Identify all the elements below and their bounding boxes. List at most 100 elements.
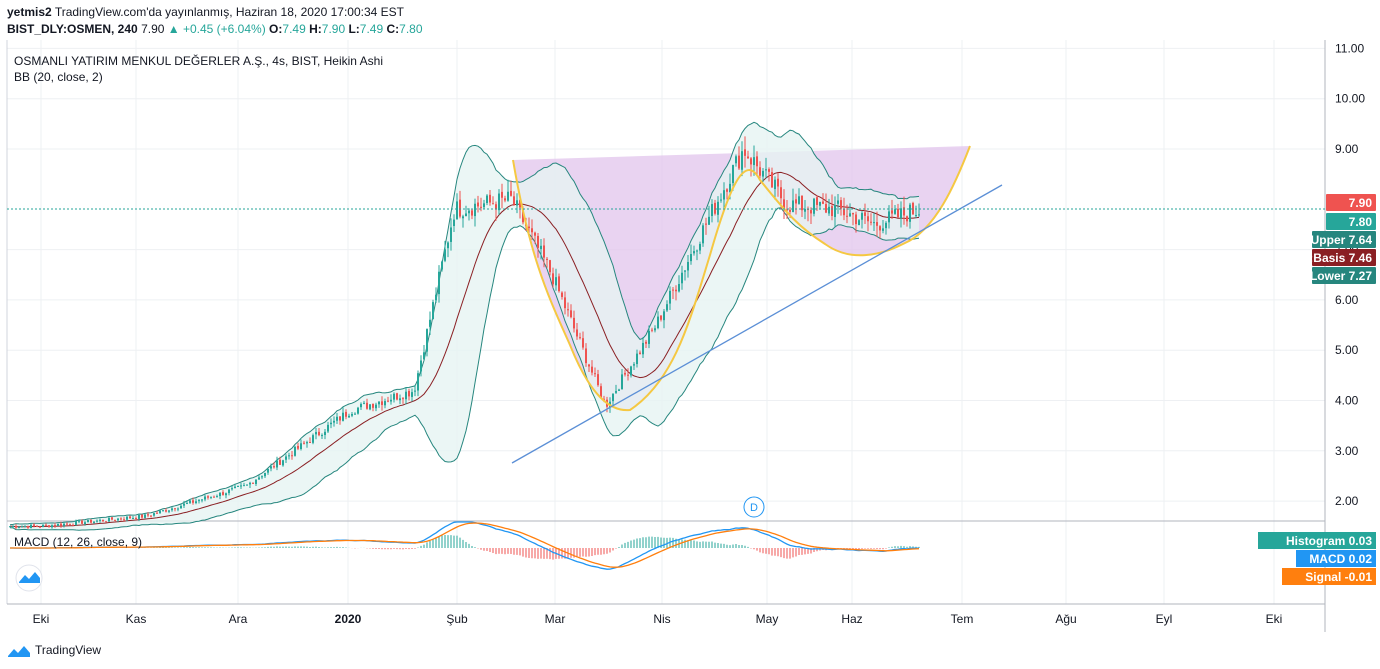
candle-body [72, 524, 74, 526]
candle-body [135, 517, 137, 519]
candle-body [765, 169, 767, 171]
candle-body [768, 169, 770, 172]
macd-label-box [1296, 550, 1376, 567]
candle-body [636, 353, 638, 365]
candle-body [159, 510, 161, 514]
candle-body [771, 172, 773, 188]
candle-body [459, 199, 461, 217]
candle-body [207, 496, 209, 498]
candle-body [801, 195, 803, 211]
candle-body [9, 526, 11, 528]
candle-body [576, 329, 578, 337]
candle-body [360, 403, 362, 408]
candle-body [333, 420, 335, 423]
macd-legend[interactable]: MACD (12, 26, close, 9) [14, 535, 143, 549]
candle-body [486, 195, 488, 203]
bb-legend[interactable]: BB (20, close, 2) [14, 70, 103, 84]
candle-body [60, 523, 62, 526]
bb-basis-line [9, 171, 920, 528]
publish-info: TradingView.com'da yayınlanmış, Haziran … [54, 5, 404, 19]
low-label: L: [348, 22, 360, 36]
price-label-box [1312, 231, 1376, 248]
candle-body [96, 520, 98, 522]
candle-body [138, 514, 140, 519]
cup-curve[interactable] [512, 145, 971, 412]
macd-line [10, 521, 919, 570]
candle-body [141, 514, 143, 518]
candle-body [231, 488, 233, 490]
candle-body [276, 460, 278, 468]
candle-body [648, 331, 650, 344]
candle-body [213, 496, 215, 498]
candle-body [822, 201, 824, 204]
candle-body [117, 518, 119, 521]
candle-body [534, 232, 536, 236]
candle-body [42, 524, 44, 528]
candle-body [336, 416, 338, 421]
candle-body [189, 500, 191, 503]
candle-body [627, 374, 629, 376]
candle-body [843, 209, 845, 216]
candle-body [111, 517, 113, 520]
candle-body [63, 523, 65, 526]
candle-body [315, 432, 317, 435]
chart-title[interactable]: OSMANLI YATIRIM MENKUL DEĞERLER A.Ş., 4s… [14, 54, 383, 68]
candle-body [663, 311, 665, 321]
candle-body [87, 519, 89, 523]
candle-body [261, 476, 263, 478]
candle-body [291, 455, 293, 457]
price-change: ▲ +0.45 (+6.04%) [167, 22, 266, 36]
candle-body [183, 503, 185, 506]
time-axis[interactable]: Eki Kas Ara 2020 Şub Mar Nis May Haz Tem Ağu Eyl Eki [33, 612, 1283, 626]
candle-body [888, 211, 890, 223]
candle-body [342, 412, 344, 421]
candle-body [873, 222, 875, 224]
candle-body [69, 523, 71, 525]
candle-body [330, 422, 332, 425]
candle-body [477, 202, 479, 207]
candle-body [744, 149, 746, 156]
candle-body [246, 484, 248, 486]
candle-body [870, 221, 872, 223]
signal-line [10, 522, 920, 568]
candle-body [384, 401, 386, 406]
candle-body [774, 179, 776, 190]
candle-body [867, 216, 869, 222]
candle-body [156, 512, 158, 514]
candle-body [537, 235, 539, 248]
candle-body [36, 526, 38, 528]
candle-body [546, 258, 548, 261]
candle-body [594, 373, 596, 375]
candle-body [39, 526, 41, 528]
price-label-text: BB:Basis 7.46 [1292, 251, 1372, 265]
candle-body [828, 206, 830, 214]
candle-body [21, 526, 23, 528]
chart-canvas[interactable]: D 11.0010.009.007.006.005.004.003.002.00… [0, 0, 1380, 640]
candle-body [900, 208, 902, 219]
candle-body [825, 204, 827, 213]
candle-body [366, 402, 368, 409]
candle-body [483, 203, 485, 208]
dividend-marker[interactable] [743, 496, 765, 518]
candle-body [414, 390, 416, 392]
candle-body [876, 222, 878, 226]
candle-body [915, 215, 917, 217]
candle-body [468, 210, 470, 214]
time-tick-label: Ara [229, 612, 248, 626]
candle-body [93, 521, 95, 523]
ascending-trendline[interactable] [511, 184, 1003, 464]
candle-body [90, 519, 92, 523]
price-label-box [1326, 213, 1376, 230]
candle-body [456, 201, 458, 219]
candle-body [645, 341, 647, 344]
candle-body [369, 404, 371, 410]
time-tick-label: Haz [841, 612, 862, 626]
candle-body [240, 485, 242, 487]
candle-body [909, 204, 911, 222]
candle-body [894, 209, 896, 214]
footer-brand[interactable]: TradingView [7, 643, 101, 658]
candle-body [495, 204, 497, 210]
author-name[interactable]: yetmis2 [7, 5, 52, 19]
candle-body [882, 228, 884, 231]
candle-body [720, 199, 722, 201]
